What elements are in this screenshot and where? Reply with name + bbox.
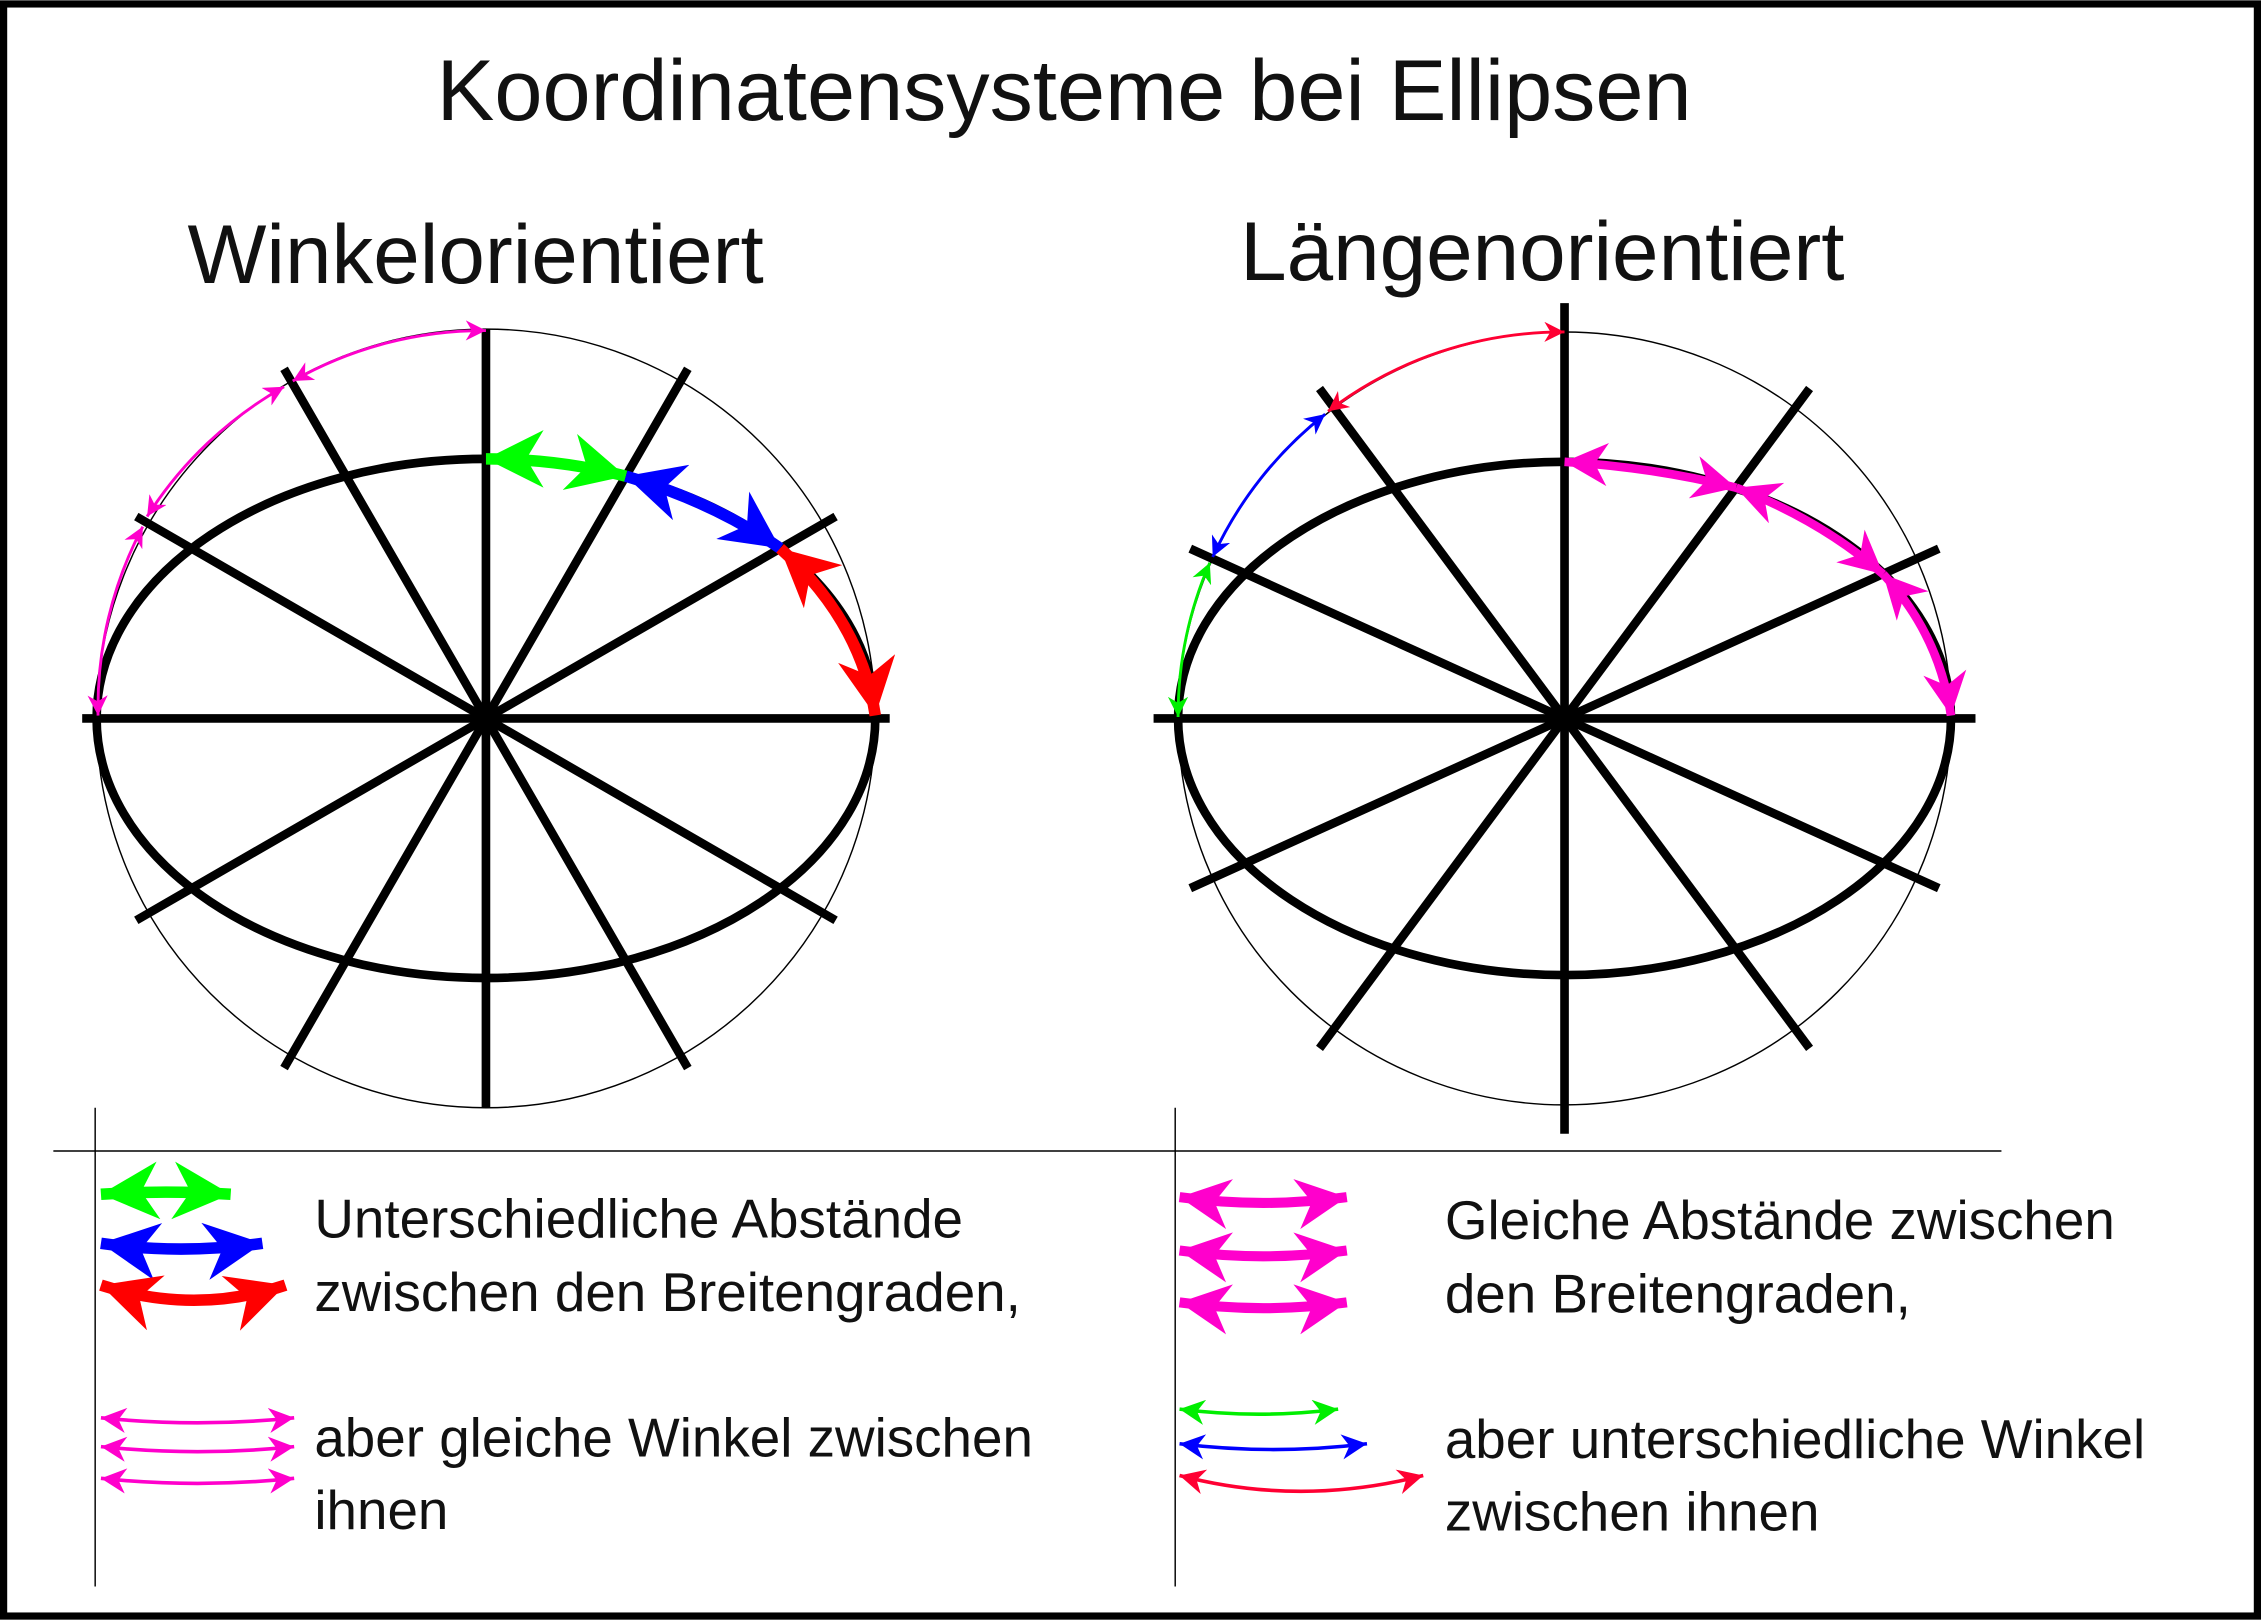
blue-angle-arrow [1211,413,1327,558]
angle-oriented-diagram [82,320,896,1109]
right-legend-text-4: zwischen ihnen [1445,1480,1820,1542]
legend-magenta-thick-arrow-3 [1178,1284,1348,1335]
blue-arc-arrow [624,464,784,554]
left-legend-text-2: zwischen den Breitengraden, [314,1261,1021,1323]
magenta-angle-arrow-1 [292,320,486,383]
legend-green-thin-arrow [1179,1399,1339,1425]
magenta-arc-arrow-2 [1734,482,1887,578]
latitude-line [1188,544,1941,893]
green-angle-arrow [1167,562,1212,717]
legend-blue-thin-arrow [1179,1434,1368,1460]
legend-blue-thick-arrow [100,1222,264,1281]
length-oriented-diagram [1153,303,1976,1134]
magenta-angle-arrow-3 [87,525,145,716]
red-arc-arrow [776,543,896,717]
left-legend-text-3: aber gleiche Winkel zwischen [314,1407,1033,1469]
legend-magenta-thick-arrow-2 [1178,1232,1348,1283]
legend-red-thin-arrow [1179,1469,1424,1495]
left-legend-text-4: ihnen [314,1479,448,1541]
legend-magenta-thin-arrow-2 [100,1436,295,1462]
legend: Unterschiedliche Abstände zwischen den B… [53,1107,2145,1587]
magenta-angle-arrow-2 [145,385,285,518]
red-angle-arrow [1327,321,1565,413]
legend-green-thick-arrow [100,1161,232,1220]
right-legend-text-3: aber unterschiedliche Winkel [1445,1408,2145,1470]
right-legend-text-1: Gleiche Abstände zwischen [1445,1189,2115,1251]
legend-red-thick-arrow [99,1275,288,1331]
page-title: Koordinatensysteme bei Ellipsen [437,43,1692,139]
magenta-arc-arrow-1 [1564,442,1738,499]
legend-magenta-thick-arrow-1 [1178,1179,1348,1230]
right-heading: Längenorientiert [1240,204,1844,298]
right-legend-text-2: den Breitengraden, [1445,1263,1911,1325]
latitude-lines [1153,303,1976,1134]
green-arc-arrow [485,430,628,490]
left-legend-text-1: Unterschiedliche Abstände [314,1188,963,1250]
legend-magenta-thin-arrow-3 [100,1468,295,1494]
legend-magenta-thin-arrow-1 [100,1407,295,1433]
latitude-line [134,512,838,925]
magenta-arc-arrow-3 [1880,571,1967,717]
left-heading: Winkelorientiert [187,207,763,301]
